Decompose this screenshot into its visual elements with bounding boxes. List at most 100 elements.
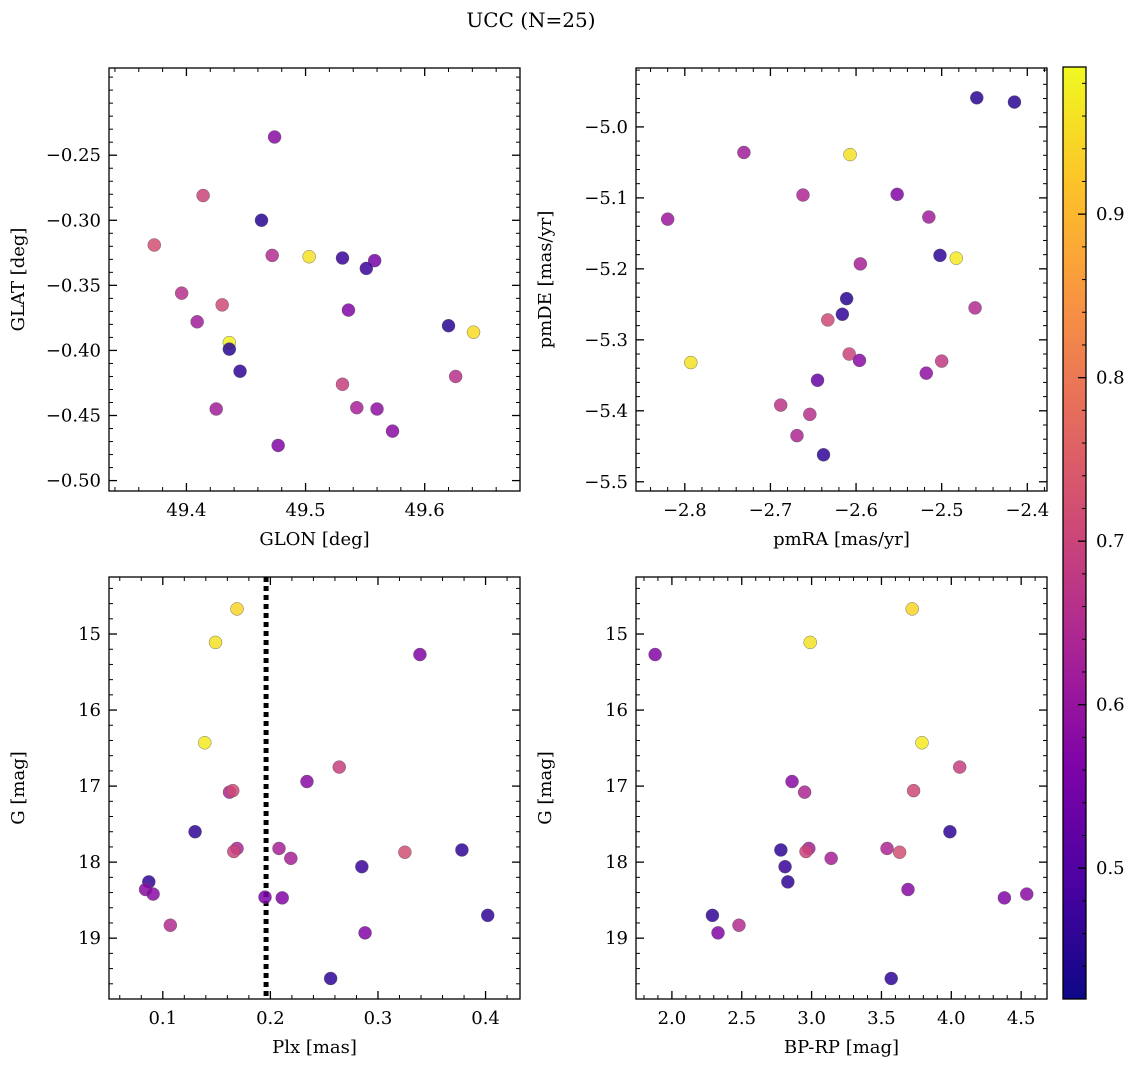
axes-frame [635,67,1048,492]
axes-frame [108,67,521,492]
subplot-2: −2.8 −2.7 −2.6 −2.5 −2.4 −5.0 −5.1 −5.2 −5.3 −5.4… [535,67,1049,550]
data-point [901,882,915,897]
data-point [227,844,241,859]
data-point [880,841,894,856]
data-point [267,130,282,144]
data-point [188,825,202,839]
x-tick-label: 0.1 [148,1008,177,1029]
y-tick-label: 15 [78,624,101,645]
data-point [799,844,813,859]
scatter-points [660,91,1022,462]
y-tick-label: 16 [605,700,628,721]
colorbar-tick-label: 0.9 [1096,204,1125,225]
data-point [190,315,204,329]
data-point [803,635,817,650]
y-tick-label: −0.50 [46,471,101,492]
y-tick-label: 18 [78,852,101,873]
data-point [892,845,907,859]
data-point [350,401,364,415]
colorbar-tick-label: 0.5 [1096,858,1125,879]
y-tick-label: −0.35 [46,275,101,296]
figure-title: UCC (N=25) [466,8,595,32]
data-point [922,210,936,224]
x-tick-label: 2.5 [727,1008,756,1029]
data-point [398,845,412,859]
data-point [174,286,189,300]
data-point [797,785,812,799]
data-point [1007,95,1022,109]
x-axis-label: GLON [deg] [259,529,369,550]
data-point [684,355,698,370]
x-tick-label: 0.2 [256,1008,285,1029]
y-axis-label: pmDE [mas/yr] [535,211,556,349]
data-point [335,251,350,265]
data-point [835,307,850,321]
data-point [358,926,372,940]
scatter-points [138,602,495,986]
data-point [275,891,289,905]
data-point [997,891,1012,905]
data-point [774,843,788,857]
data-point [842,347,856,361]
x-axis-label: BP-RP [mag] [784,1037,899,1058]
y-tick-label: −5.3 [584,330,628,351]
x-tick-label: 0.3 [364,1008,393,1029]
data-point [222,342,237,356]
x-tick-label: 3.0 [797,1008,826,1029]
data-point [455,843,469,857]
data-point [732,918,746,932]
x-tick-label: −2.7 [749,500,793,521]
data-point [147,238,161,252]
data-point [367,253,382,268]
scatter-points [147,130,481,453]
x-tick-label: 4.0 [937,1008,966,1029]
data-point [803,407,817,422]
data-point [934,354,949,368]
colorbar-gradient [1062,66,1087,1000]
scatter-points [648,602,1034,986]
data-point [915,736,929,750]
data-point [271,438,285,453]
data-point [448,369,463,384]
data-point [230,602,244,616]
data-point [852,353,867,368]
data-point [146,887,160,901]
data-point [952,760,967,774]
y-axis-label: G [mag] [535,751,556,824]
y-tick-label: −5.0 [584,117,628,138]
y-tick-label: 16 [78,700,101,721]
data-point [905,602,919,616]
data-point [884,971,898,986]
data-point [300,774,314,789]
tick-marks [636,577,1047,1000]
data-point [790,428,804,443]
data-point [163,918,178,932]
data-point [208,635,223,650]
y-tick-label: 17 [605,776,628,797]
axes-frame [635,576,1048,1000]
y-tick-label: −0.25 [46,145,101,166]
data-point [233,364,247,378]
data-point [323,971,338,986]
data-point [1020,887,1034,901]
y-tick-label: 15 [605,624,628,645]
subplot-3: 0.1 0.2 0.3 0.4 15 16 17 18 19 Plx [mas] G [mag] [8,576,521,1058]
data-point [481,908,495,923]
data-point [385,424,400,438]
data-point [466,325,481,339]
data-point [821,313,835,327]
data-point [196,188,210,203]
x-tick-label: −2.5 [920,500,964,521]
axes-frame [108,576,521,1000]
data-point [226,783,240,798]
data-point [949,251,963,265]
subplots: 49.4 49.5 49.6 −0.25 −0.30 −0.35 −0.40 −0.45 −0.… [8,67,1049,1058]
data-point [796,188,810,202]
data-point [933,248,947,263]
subplot-4: 2.0 2.5 3.0 3.5 4.0 4.5 15 16 17 18 19 BP-RP [mag] G… [535,576,1048,1058]
data-point [943,825,957,839]
data-point [254,213,269,227]
tick-marks [109,577,520,1000]
y-tick-label: 19 [78,928,101,949]
y-axis-label: GLAT [deg] [8,228,29,332]
